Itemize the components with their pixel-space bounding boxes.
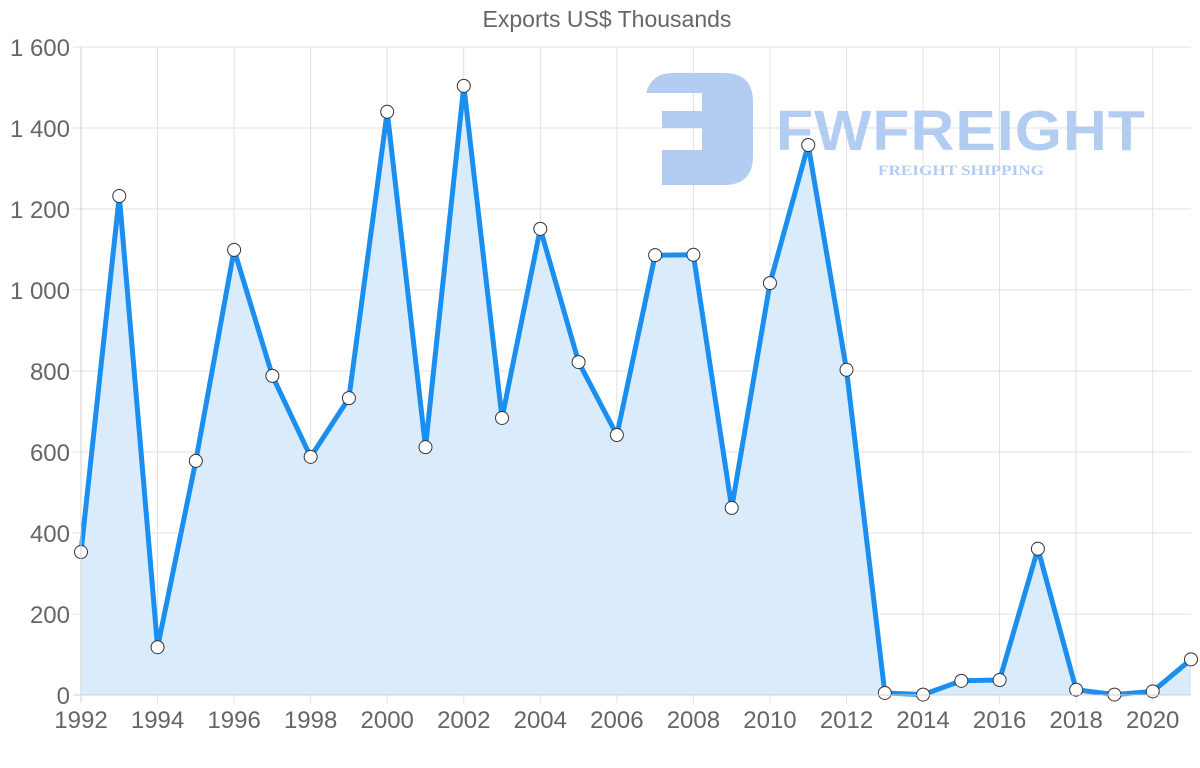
x-tick-label: 1998 <box>284 707 337 734</box>
data-point[interactable] <box>1069 682 1084 697</box>
data-point[interactable] <box>1030 541 1045 556</box>
y-axis-labels: 0 200 400 600 800 1 000 1 200 1 400 1 600 <box>10 35 70 710</box>
data-point[interactable] <box>1184 652 1198 667</box>
data-point[interactable] <box>724 500 739 515</box>
x-tick-label: 2018 <box>1049 707 1102 734</box>
data-point[interactable] <box>533 221 548 236</box>
x-tick-label: 2002 <box>437 707 490 734</box>
x-tick-label: 2008 <box>667 707 720 734</box>
x-tick-label: 1992 <box>54 707 107 734</box>
data-point[interactable] <box>112 189 127 204</box>
data-point[interactable] <box>954 673 969 688</box>
y-tick-label: 1 400 <box>10 116 70 143</box>
x-tick-label: 2020 <box>1126 707 1179 734</box>
data-point[interactable] <box>839 362 854 377</box>
logo-mark-icon <box>646 73 753 185</box>
watermark-brand: FWFREIGHT <box>776 99 1146 163</box>
data-point[interactable] <box>265 368 280 383</box>
y-tick-label: 1 000 <box>10 278 70 305</box>
x-tick-label: 2014 <box>896 707 949 734</box>
data-markers <box>74 78 1198 702</box>
x-tick-label: 1996 <box>207 707 260 734</box>
data-point[interactable] <box>571 355 586 370</box>
y-tick-label: 0 <box>57 683 70 710</box>
axes <box>73 47 1191 703</box>
data-point[interactable] <box>686 247 701 262</box>
data-point[interactable] <box>418 440 433 455</box>
y-tick-label: 1 200 <box>10 197 70 224</box>
data-point[interactable] <box>762 276 777 291</box>
data-point[interactable] <box>227 242 242 257</box>
y-tick-label: 1 600 <box>10 35 70 62</box>
data-point[interactable] <box>380 104 395 119</box>
y-tick-label: 600 <box>30 440 70 467</box>
x-tick-label: 2000 <box>361 707 414 734</box>
data-point[interactable] <box>1145 684 1160 699</box>
y-tick-label: 800 <box>30 359 70 386</box>
data-point[interactable] <box>992 673 1007 688</box>
x-tick-label: 2016 <box>973 707 1026 734</box>
chart-title: Exports US$ Thousands <box>482 6 732 32</box>
x-tick-label: 1994 <box>131 707 184 734</box>
data-point[interactable] <box>648 248 663 263</box>
data-point[interactable] <box>495 410 510 425</box>
x-tick-label: 2012 <box>820 707 873 734</box>
data-point[interactable] <box>877 685 892 700</box>
area-fill <box>81 85 1191 695</box>
x-tick-label: 2010 <box>743 707 796 734</box>
data-point[interactable] <box>801 138 816 153</box>
series-line <box>78 83 1193 698</box>
x-axis-labels: 1992 1994 1996 1998 2000 2002 2004 2006 2008 2010… <box>54 707 1179 734</box>
watermark-tagline: FREIGHT SHIPPING <box>878 163 1044 179</box>
data-point[interactable] <box>188 453 203 468</box>
data-point[interactable] <box>150 640 165 655</box>
y-tick-label: 200 <box>30 602 70 629</box>
data-point[interactable] <box>341 391 356 406</box>
x-tick-label: 2004 <box>514 707 567 734</box>
data-point[interactable] <box>303 449 318 464</box>
y-tick-label: 400 <box>30 521 70 548</box>
watermark-logo: FWFREIGHT FREIGHT SHIPPING <box>646 73 1146 185</box>
data-point[interactable] <box>609 427 624 442</box>
data-point[interactable] <box>456 78 471 93</box>
x-tick-label: 2006 <box>590 707 643 734</box>
